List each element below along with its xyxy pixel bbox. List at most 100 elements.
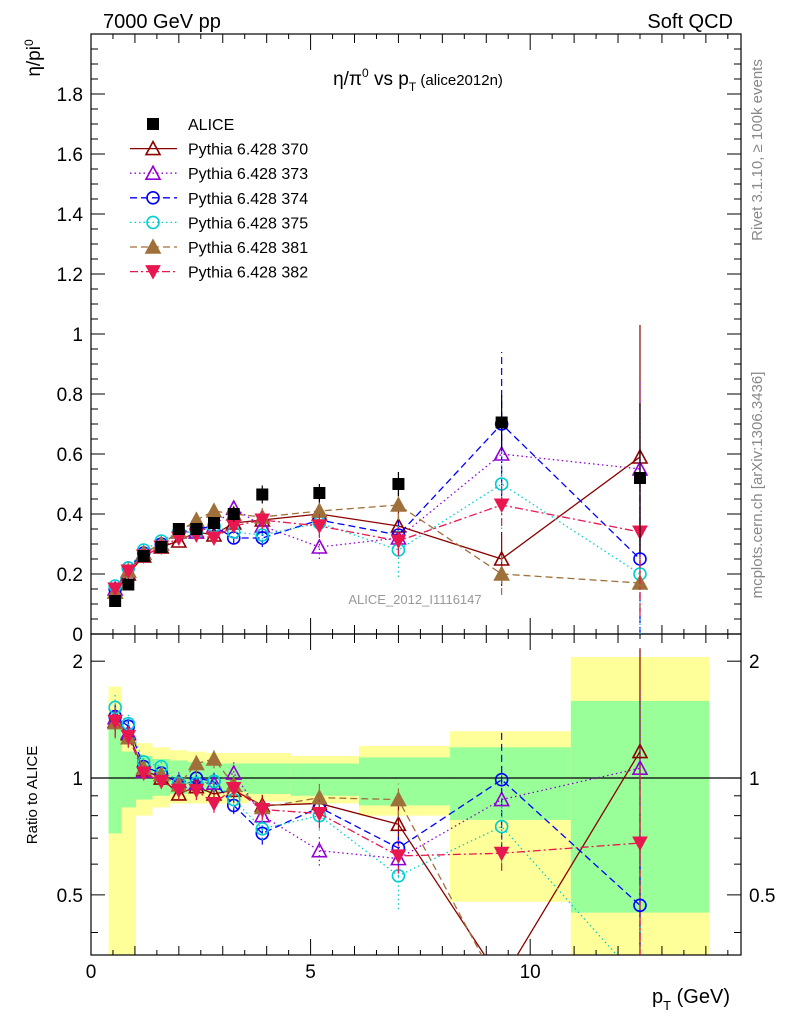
legend-label-5: Pythia 6.428 381: [188, 240, 308, 257]
series-6-ratio-point: [107, 714, 123, 730]
series-1-ratio-point: [631, 742, 649, 759]
xtick-label: 0: [86, 962, 97, 983]
series-0-top-point: [109, 595, 122, 607]
ratio-band-green: [108, 714, 122, 834]
legend-label-4: Pythia 6.428 375: [188, 215, 308, 232]
series-5-ratio-point: [633, 958, 647, 971]
legend-marker-4: [146, 215, 160, 230]
top-ylabel: η/pi0: [22, 39, 45, 77]
series-0-top-point: [137, 550, 150, 562]
ratio-band-green: [358, 757, 451, 806]
ratio-plot-series: [106, 648, 649, 999]
series-6-top-point: [390, 534, 407, 550]
series-6-ratio-point: [120, 729, 137, 745]
rivet-version-label: Rivet 3.1.10, ≥ 100k events: [749, 59, 766, 241]
series-1-top-point: [493, 550, 510, 566]
series-0-top-point: [207, 517, 220, 529]
ratio-ytick-label-left: 0.5: [57, 886, 83, 907]
series-6-ratio-point: [311, 807, 328, 822]
ratio-ytick-label-right: 2: [749, 652, 760, 673]
series-3-ratio-point: [226, 798, 241, 813]
series-5-ratio-point: [495, 986, 509, 999]
legend-marker-5: [144, 238, 162, 254]
legend-marker-1: [144, 139, 162, 156]
series-6-ratio-point: [390, 849, 407, 864]
top-ylabel-main: η/pi: [24, 46, 45, 77]
top-ytick-label: 0: [72, 625, 83, 646]
series-0-top-point: [392, 478, 405, 490]
title-main: η/π: [333, 69, 362, 90]
series-6-ratio-point: [206, 796, 222, 812]
x-axis-label-sub: T: [663, 998, 671, 1013]
ratio-band-green: [121, 751, 137, 808]
series-6-ratio-point: [153, 774, 170, 790]
legend-label-2: Pythia 6.428 373: [188, 166, 308, 183]
series-6-top-point: [206, 531, 222, 547]
series-4-top-point: [255, 528, 270, 542]
x-axis-label: pT (GeV): [652, 986, 730, 1013]
series-0-top-point: [256, 488, 269, 501]
legend-marker-6: [145, 265, 161, 280]
top-ytick-label: 1.2: [57, 265, 83, 286]
legend-marker-3: [146, 191, 160, 205]
series-6-ratio-point: [171, 783, 187, 799]
legend-marker-0: [147, 118, 159, 130]
series-5-top-point: [205, 502, 223, 518]
series-6-top-point: [493, 498, 510, 514]
series-4-ratio-point: [494, 819, 509, 834]
top-ytick-label: 0.6: [57, 445, 83, 466]
series-3-top-line: [114, 423, 641, 590]
series-0-top-point: [313, 487, 326, 499]
series-0-top-point: [122, 578, 135, 591]
ratio-ytick-label-right: 1: [749, 769, 760, 790]
top-ytick-label: 1.8: [57, 85, 83, 106]
legend-label-3: Pythia 6.428 374: [188, 191, 308, 208]
series-5-top-point: [493, 565, 510, 581]
series-1-ratio-point: [390, 815, 407, 832]
series-6-ratio-point: [632, 836, 648, 852]
series-0-top-point: [155, 541, 168, 553]
series-4-ratio-point: [255, 821, 270, 836]
title-vs: vs p: [369, 69, 409, 90]
series-6-top-point: [254, 513, 271, 529]
top-plot-title: η/π0 vs pT (alice2012n): [333, 66, 503, 94]
series-6-ratio-point: [493, 846, 510, 862]
legend-label-1: Pythia 6.428 370: [188, 142, 308, 159]
xtick-label: 5: [305, 962, 316, 983]
series-3-ratio-point: [633, 898, 647, 913]
series-6-ratio-point: [188, 783, 205, 799]
header-category-label: Soft QCD: [647, 11, 733, 33]
series-0-top-point: [227, 508, 240, 520]
series-2-ratio-point: [311, 841, 328, 858]
series-0-top-point: [190, 523, 203, 535]
ratio-band-green: [248, 763, 291, 794]
ratio-ytick-label-left: 1: [72, 769, 83, 790]
series-6-ratio-point: [225, 781, 242, 797]
series-6-top-point: [311, 519, 328, 535]
xtick-label: 10: [520, 962, 541, 983]
top-ytick-label: 0.2: [57, 565, 83, 586]
top-ytick-label: 0.8: [57, 385, 83, 406]
axes: 0 0.2 0.4 0.6 0.8 1 1.2 1.4 1.6 1.8 0.5 0.5 1 1 2 2 0 5 10: [57, 33, 775, 983]
series-6-top-point: [107, 582, 123, 598]
series-5-top-point: [390, 496, 407, 512]
series-4-ratio-point: [207, 774, 221, 789]
title-sup: 0: [362, 66, 369, 80]
series-6-ratio-point: [135, 766, 152, 782]
series-5-ratio-point: [188, 754, 205, 771]
ratio-uncertainty-bands: [108, 657, 710, 955]
series-0-top-point: [633, 472, 646, 484]
header-energy-label: 7000 GeV pp: [103, 11, 221, 33]
ratio-plot-frame: [90, 633, 742, 956]
series-0-top-point: [172, 523, 185, 535]
top-ytick-label: 1.4: [57, 205, 84, 226]
series-1-top-point: [170, 532, 188, 548]
ratio-band-green: [450, 747, 571, 820]
top-plot-series: [106, 325, 649, 634]
series-5-ratio-point: [390, 790, 407, 807]
legend-label-6: Pythia 6.428 382: [188, 265, 308, 282]
series-3-ratio-point: [494, 772, 509, 787]
series-1-ratio-point: [495, 974, 509, 987]
series-6-top-point: [120, 564, 137, 580]
